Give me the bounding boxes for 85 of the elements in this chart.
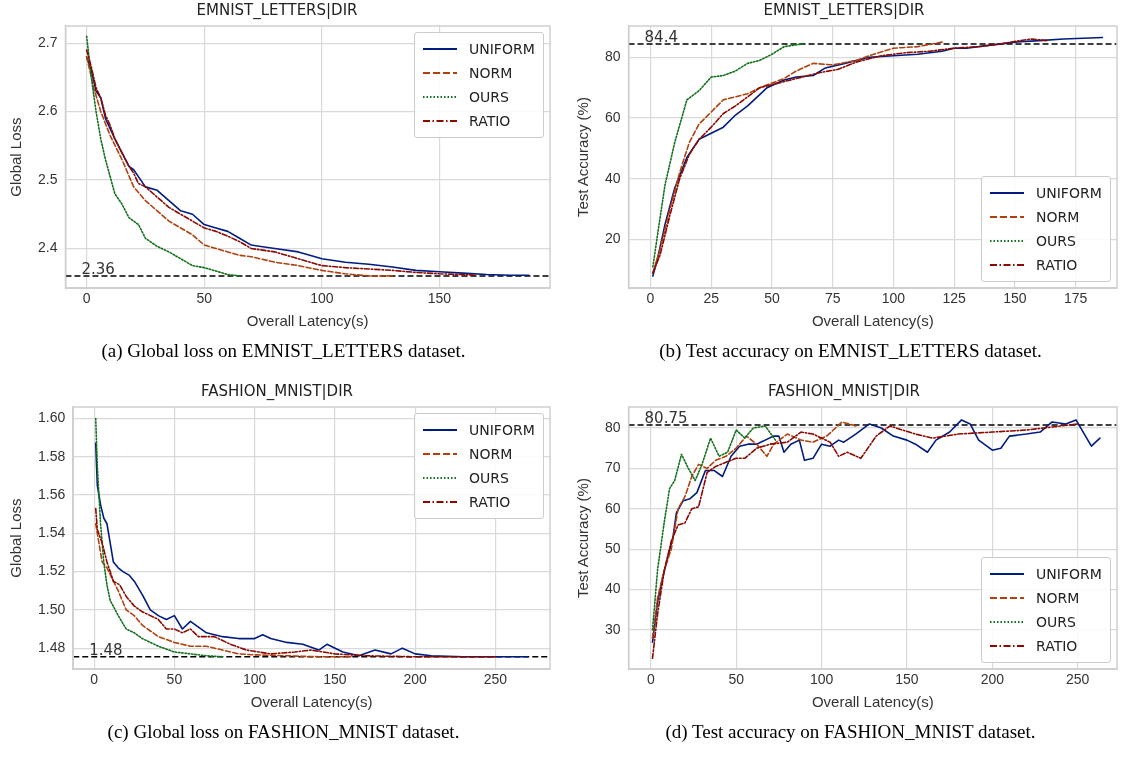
line-series: [651, 425, 777, 631]
ref-line-label: 80.75: [644, 409, 688, 428]
legend-label: NORM: [469, 65, 513, 81]
chart-title: EMNIST_LETTERS|DIR: [763, 0, 925, 20]
y-tick-label: 1.60: [38, 409, 66, 426]
y-axis-title: Global Loss: [7, 498, 25, 578]
y-tick-label: 60: [604, 499, 621, 516]
x-tick-label: 100: [242, 671, 267, 688]
legend-label: OURS: [1036, 614, 1076, 631]
x-axis-title: Overall Latency(s): [811, 312, 934, 330]
y-tick-label: 1.54: [38, 524, 66, 541]
y-tick-label: 80: [604, 418, 621, 435]
x-tick-label: 175: [1064, 290, 1088, 307]
y-tick-label: 1.52: [38, 562, 66, 579]
y-tick-label: 40: [604, 580, 621, 597]
legend-label: UNIFORM: [469, 41, 535, 57]
x-tick-label: 0: [90, 671, 99, 688]
x-tick-label: 150: [895, 671, 919, 688]
y-tick-label: 1.56: [38, 485, 66, 502]
chart-title: FASHION_MNIST|DIR: [768, 381, 920, 401]
x-axis-title: Overall Latency(s): [246, 312, 369, 330]
ref-line-label: 1.48: [89, 641, 123, 660]
x-tick-label: 100: [310, 290, 334, 307]
x-tick-label: 200: [980, 671, 1005, 688]
x-tick-label: 250: [1066, 671, 1090, 688]
y-axis-title: Test Accuracy (%): [574, 97, 592, 218]
x-tick-label: 50: [728, 671, 745, 688]
x-tick-label: 100: [809, 671, 834, 688]
x-tick-label: 250: [483, 671, 508, 688]
x-tick-label: 75: [824, 290, 841, 307]
legend-label: RATIO: [1036, 638, 1078, 655]
ref-line-label: 2.36: [81, 260, 115, 279]
text: (b) Test accuracy on EMNIST_LETTERS dataset.: [658, 340, 1043, 362]
x-tick-label: 0: [646, 671, 655, 688]
x-tick-label: 25: [703, 290, 720, 307]
y-tick-label: 2.4: [37, 239, 58, 256]
legend-label: RATIO: [1036, 257, 1078, 274]
text: (a) Global loss on EMNIST_LETTERS dataset.: [100, 340, 467, 362]
y-tick-label: 80: [604, 48, 621, 65]
legend-label: NORM: [469, 446, 513, 462]
y-tick-label: 2.6: [37, 102, 58, 119]
chart-title: EMNIST_LETTERS|DIR: [196, 0, 358, 20]
ref-line-label: 84.4: [644, 28, 678, 47]
x-tick-label: 50: [196, 290, 213, 307]
x-tick-label: 50: [764, 290, 780, 307]
x-tick-label: 200: [403, 671, 428, 688]
legend-label: OURS: [469, 470, 509, 486]
y-tick-label: 2.7: [37, 33, 58, 50]
x-tick-label: 100: [881, 290, 906, 307]
text: (c) Global loss on FASHION_MNIST dataset.: [106, 721, 461, 743]
y-tick-label: 1.58: [38, 447, 66, 464]
legend-label: NORM: [1036, 590, 1080, 607]
y-tick-label: 1.50: [38, 600, 66, 617]
legend-label: NORM: [1036, 209, 1080, 226]
x-tick-label: 0: [646, 290, 655, 307]
y-tick-label: 2.5: [37, 170, 58, 187]
legend-label: OURS: [1036, 233, 1076, 250]
line-series: [651, 421, 857, 639]
y-axis-title: Global Loss: [7, 117, 25, 197]
x-axis-title: Overall Latency(s): [811, 693, 934, 711]
legend-label: UNIFORM: [469, 422, 535, 438]
y-tick-label: 20: [604, 230, 621, 247]
line-series: [652, 41, 943, 274]
x-tick-label: 0: [82, 290, 91, 307]
line-series: [652, 42, 805, 268]
legend-label: UNIFORM: [1036, 185, 1102, 202]
x-tick-label: 150: [427, 290, 452, 307]
y-tick-label: 60: [604, 108, 621, 125]
legend-label: UNIFORM: [1036, 566, 1102, 583]
x-tick-label: 150: [323, 671, 347, 688]
y-tick-label: 30: [604, 620, 621, 637]
y-tick-label: 40: [604, 169, 621, 186]
x-tick-label: 50: [166, 671, 183, 688]
x-tick-label: 150: [1003, 290, 1027, 307]
chart-title: FASHION_MNIST|DIR: [201, 381, 353, 401]
y-axis-title: Test Accuracy (%): [574, 478, 592, 599]
legend-label: RATIO: [469, 494, 511, 510]
legend-label: RATIO: [469, 113, 511, 129]
y-tick-label: 50: [604, 540, 621, 557]
text: (d) Test accuracy on FASHION_MNIST dataset.: [664, 721, 1037, 743]
x-axis-title: Overall Latency(s): [250, 693, 373, 711]
y-tick-label: 1.48: [38, 639, 66, 656]
y-tick-label: 70: [604, 459, 621, 476]
legend-label: OURS: [469, 89, 509, 105]
x-tick-label: 125: [942, 290, 967, 307]
